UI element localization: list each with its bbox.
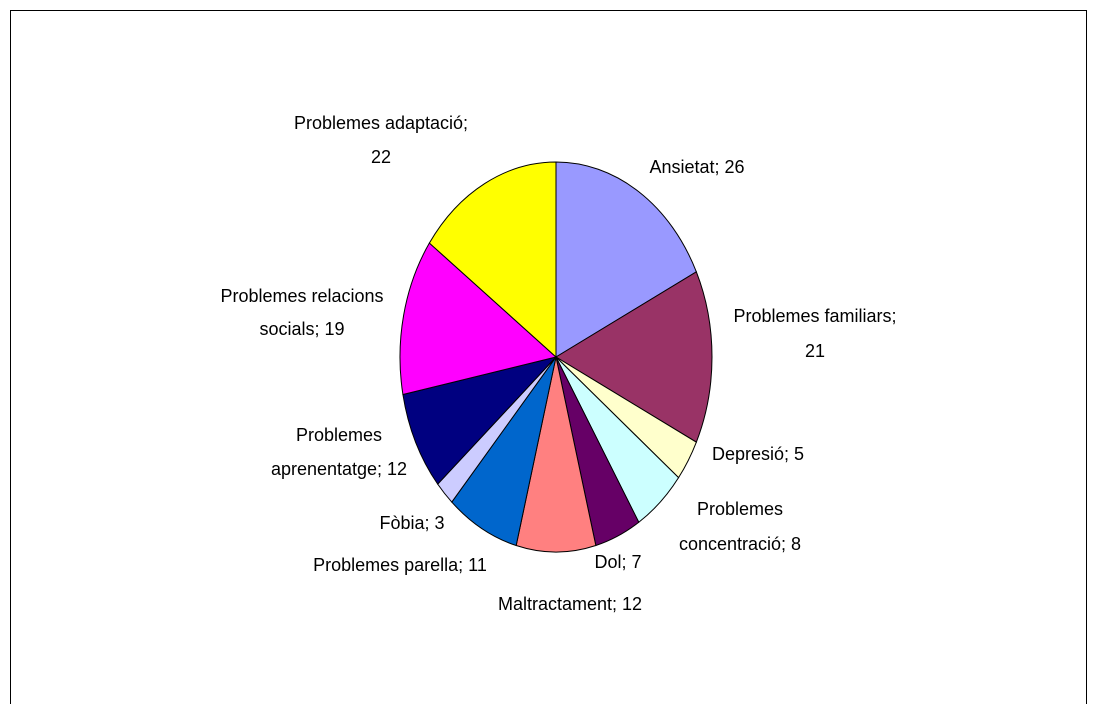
slice-label: Problemes (697, 499, 783, 519)
slice-label: Ansietat; 26 (649, 157, 744, 177)
pie-slice (428, 161, 557, 359)
slice-label: concentració; 8 (679, 534, 801, 554)
slice-label: Problemes relacions (220, 286, 383, 306)
pie-slice (399, 242, 558, 396)
slice-label: Problemes (296, 425, 382, 445)
slice-label: Problemes parella; 11 (313, 555, 487, 575)
pie-slice (555, 271, 713, 443)
pie-slice (555, 161, 697, 358)
slice-label: socials; 19 (259, 319, 344, 339)
slice-label: aprenentatge; 12 (271, 459, 407, 479)
slice-label: Problemes adaptació; (294, 113, 468, 133)
slice-label: 21 (805, 341, 825, 361)
slice-label: Problemes familiars; (733, 306, 896, 326)
slice-label: Dol; 7 (594, 552, 641, 572)
pie-slice (515, 356, 597, 553)
slice-label: Depresió; 5 (712, 444, 804, 464)
slice-label: 22 (371, 147, 391, 167)
slice-label: Maltractament; 12 (498, 594, 642, 614)
pie-slice (402, 356, 558, 485)
slice-label: Fòbia; 3 (379, 513, 444, 533)
